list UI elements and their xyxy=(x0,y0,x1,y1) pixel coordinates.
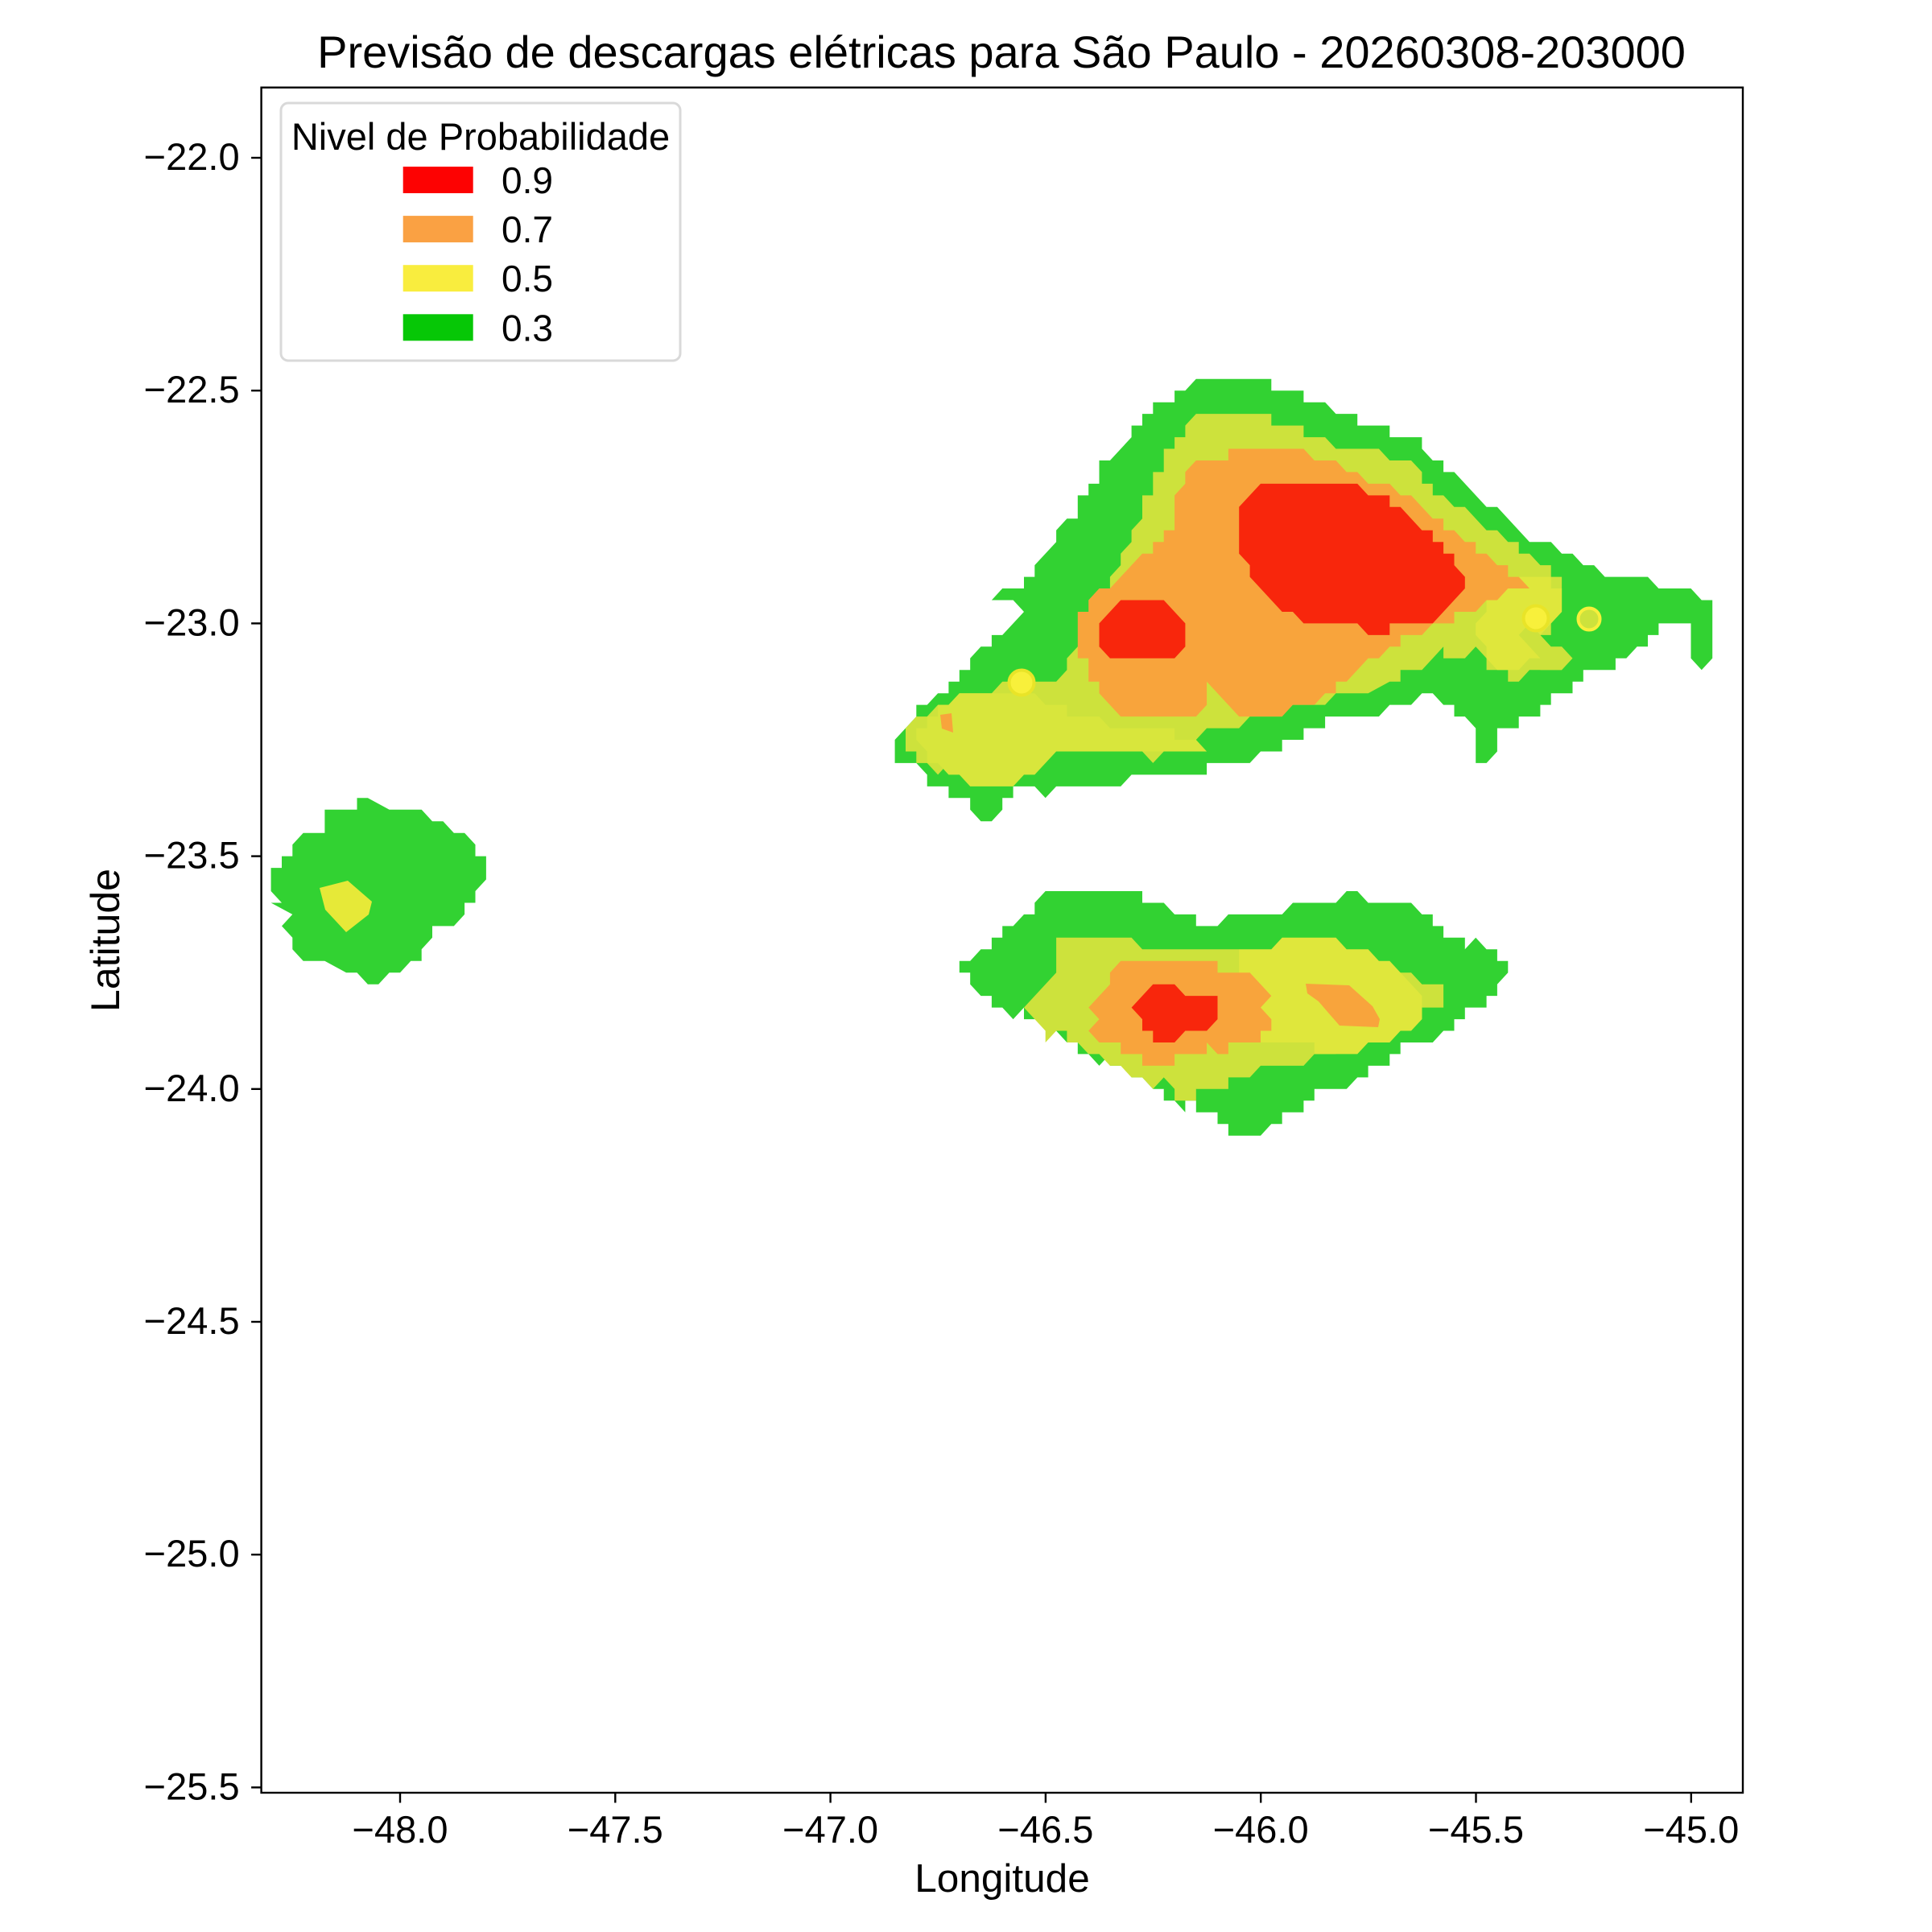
svg-text:Longitude: Longitude xyxy=(914,1856,1089,1901)
svg-text:−45.0: −45.0 xyxy=(1643,1808,1739,1851)
svg-text:−22.5: −22.5 xyxy=(144,368,240,411)
svg-text:−25.0: −25.0 xyxy=(144,1532,240,1575)
svg-text:Latitude: Latitude xyxy=(83,869,128,1012)
svg-text:−22.0: −22.0 xyxy=(144,135,240,178)
svg-text:0.7: 0.7 xyxy=(502,208,553,250)
svg-text:−24.0: −24.0 xyxy=(144,1067,240,1109)
svg-text:−25.5: −25.5 xyxy=(144,1765,240,1807)
svg-text:−47.0: −47.0 xyxy=(782,1808,878,1851)
svg-text:0.5: 0.5 xyxy=(502,258,553,299)
svg-text:−45.5: −45.5 xyxy=(1428,1808,1524,1851)
svg-text:0.3: 0.3 xyxy=(502,307,553,349)
svg-text:−24.5: −24.5 xyxy=(144,1299,240,1342)
svg-text:0.9: 0.9 xyxy=(502,159,553,201)
svg-text:Nivel de Probabilidade: Nivel de Probabilidade xyxy=(291,115,670,158)
svg-text:−47.5: −47.5 xyxy=(568,1808,663,1851)
svg-text:−23.5: −23.5 xyxy=(144,834,240,877)
svg-text:−46.0: −46.0 xyxy=(1213,1808,1309,1851)
svg-text:−23.0: −23.0 xyxy=(144,601,240,643)
svg-text:−48.0: −48.0 xyxy=(353,1808,448,1851)
svg-text:−46.5: −46.5 xyxy=(997,1808,1093,1851)
svg-text:Previsão de descargas elétrica: Previsão de descargas elétricas para São… xyxy=(317,27,1686,77)
